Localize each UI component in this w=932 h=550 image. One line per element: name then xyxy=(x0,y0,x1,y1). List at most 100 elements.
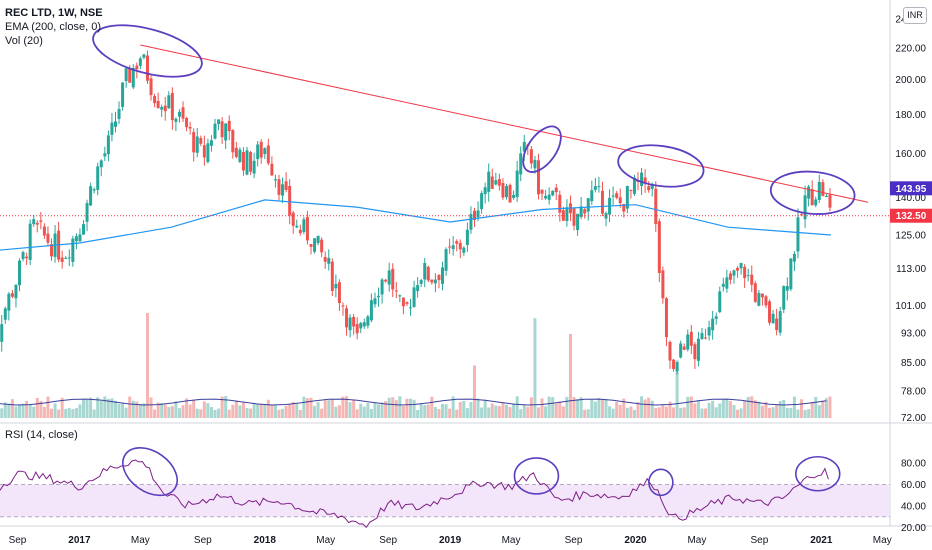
volume-bar xyxy=(444,404,448,418)
volume-bars xyxy=(0,313,832,418)
volume-bar xyxy=(700,408,704,418)
time-tick-label: Sep xyxy=(750,535,768,546)
volume-bar xyxy=(263,404,267,418)
price-tick-label: 125.00 xyxy=(895,230,926,241)
volume-bar xyxy=(25,400,29,418)
candle-body xyxy=(249,152,253,172)
volume-bar xyxy=(337,405,341,418)
volume-bar xyxy=(647,397,651,418)
candle-body xyxy=(519,153,523,175)
candle-body xyxy=(821,182,825,196)
volume-bar xyxy=(28,403,32,418)
volume-bar xyxy=(10,399,14,418)
time-tick-label: 2021 xyxy=(810,535,833,546)
volume-bar xyxy=(156,402,160,418)
volume-bar xyxy=(469,402,473,418)
volume-bar xyxy=(579,397,583,418)
candle-body xyxy=(448,246,452,248)
price-tick-label: 180.00 xyxy=(895,110,926,121)
candle-body xyxy=(188,126,192,129)
candle-body xyxy=(736,267,740,271)
volume-bar xyxy=(313,405,317,418)
volume-bar xyxy=(18,404,22,418)
candle-body xyxy=(700,333,704,340)
volume-bar xyxy=(768,407,772,418)
volume-bar xyxy=(568,334,572,418)
volume-bar xyxy=(334,406,338,418)
volume-bar xyxy=(398,396,402,418)
candle-body xyxy=(640,172,644,186)
volume-bar xyxy=(654,408,658,418)
candle-body xyxy=(551,190,555,196)
candle-body xyxy=(647,186,651,191)
candle-body xyxy=(409,307,413,309)
volume-bar xyxy=(472,365,476,418)
candle-body xyxy=(675,362,679,372)
candle-body xyxy=(291,212,295,226)
candle-body xyxy=(711,318,715,331)
candle-body xyxy=(213,123,217,139)
candle-body xyxy=(401,297,405,307)
volume-bar xyxy=(170,406,174,418)
volume-ma-line xyxy=(0,398,827,406)
volume-bar xyxy=(643,399,647,418)
candle-body xyxy=(707,327,711,336)
candle-body xyxy=(3,308,7,320)
candle-body xyxy=(89,186,93,206)
volume-bar xyxy=(743,400,747,418)
volume-bar xyxy=(764,401,768,418)
currency-button[interactable]: INR xyxy=(903,7,927,24)
candle-body xyxy=(42,226,46,236)
volume-bar xyxy=(696,400,700,418)
candle-body xyxy=(618,197,622,204)
volume-bar xyxy=(501,402,505,418)
candle-body xyxy=(14,284,18,299)
ema-legend: EMA (200, close, 0) xyxy=(5,21,101,33)
volume-bar xyxy=(778,401,782,418)
volume-bar xyxy=(686,396,690,418)
volume-bar xyxy=(113,400,117,418)
time-tick-label: 2017 xyxy=(68,535,91,546)
volume-bar xyxy=(441,403,445,418)
current-price-tag xyxy=(890,208,932,223)
volume-bar xyxy=(409,398,413,418)
volume-bar xyxy=(288,404,292,418)
symbol-title: REC LTD, 1W, NSE xyxy=(5,7,103,19)
volume-bar xyxy=(821,400,825,418)
volume-bar xyxy=(714,407,718,418)
volume-bar xyxy=(277,409,281,418)
candle-body xyxy=(714,316,718,319)
rsi-circle-annotation xyxy=(122,447,178,497)
candle-body xyxy=(469,214,473,230)
volume-bar xyxy=(138,404,142,418)
candle-body xyxy=(25,256,29,259)
vol-legend: Vol (20) xyxy=(5,35,43,47)
volume-bar xyxy=(437,409,441,418)
candle-body xyxy=(696,338,700,361)
ema-price-tag-label: 143.95 xyxy=(896,184,927,195)
candle-body xyxy=(163,105,167,112)
volume-bar xyxy=(657,407,661,418)
candle-body xyxy=(476,210,480,218)
candle-body xyxy=(416,285,420,292)
volume-bar xyxy=(608,406,612,418)
candle-body xyxy=(785,286,789,291)
volume-bar xyxy=(92,409,96,418)
candle-body xyxy=(721,283,725,287)
volume-bar xyxy=(117,403,121,418)
time-tick-label: May xyxy=(873,535,892,546)
volume-bar xyxy=(234,400,238,418)
volume-bar xyxy=(782,399,786,418)
volume-bar xyxy=(160,403,164,418)
volume-bar xyxy=(249,408,253,418)
candle-body xyxy=(561,210,565,221)
candle-body xyxy=(78,234,82,242)
volume-bar xyxy=(611,408,615,418)
volume-bar xyxy=(785,407,789,418)
candle-body xyxy=(625,186,629,209)
candle-body xyxy=(490,176,494,189)
candle-body xyxy=(750,274,754,285)
volume-bar xyxy=(199,409,203,418)
volume-bar xyxy=(586,409,590,418)
